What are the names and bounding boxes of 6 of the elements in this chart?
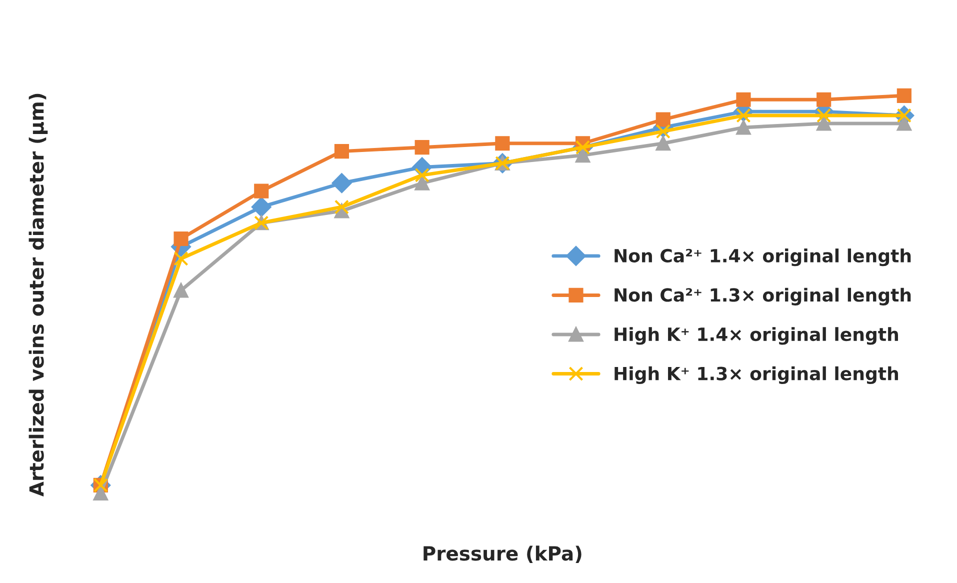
y-axis-title: Arterlized veins outer diameter (μm) [28,94,48,496]
x-axis-title: Pressure (kPa) [424,546,582,564]
legend-label: High K⁺ 1.3× original length [614,366,898,384]
legend-label: Non Ca²⁺ 1.3× original length [614,288,911,306]
legend-label: Non Ca²⁺ 1.4× original length [614,248,911,266]
legend-label: High K⁺ 1.4× original length [614,327,898,345]
